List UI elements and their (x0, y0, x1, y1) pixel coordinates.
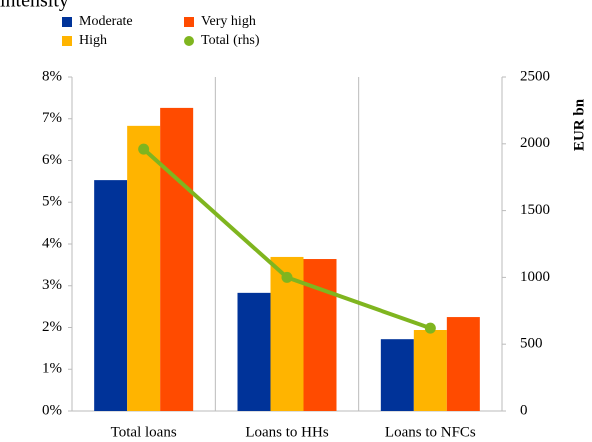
legend-label: Total (rhs) (201, 33, 260, 48)
bar (303, 259, 337, 411)
x-tick-label: Loans to HHs (245, 424, 328, 440)
line-marker (281, 271, 293, 283)
y2-tick-label: 2000 (520, 135, 550, 151)
legend-marker (184, 17, 194, 27)
bar (237, 292, 271, 411)
bar (94, 180, 128, 411)
bar (127, 125, 161, 411)
legend-marker (62, 36, 72, 46)
y-tick-label: 6% (42, 152, 62, 168)
y-tick-label: 7% (42, 110, 62, 126)
bar (446, 317, 480, 411)
y-tick-label: 8% (42, 68, 62, 84)
bar (380, 339, 414, 411)
y-tick-label: 0% (42, 402, 62, 418)
legend-label: Moderate (79, 14, 133, 29)
y-tick-label: 1% (42, 361, 62, 377)
x-tick-label: Total loans (111, 424, 177, 440)
chart-title: intensity (0, 0, 69, 12)
y2-tick-label: 1000 (520, 269, 550, 285)
legend-marker (184, 36, 194, 46)
y-tick-label: 2% (42, 319, 62, 335)
bar (413, 330, 447, 411)
y2-tick-label: 1500 (520, 202, 550, 218)
legend-label: Very high (201, 14, 256, 29)
legend-marker (62, 17, 72, 27)
y-tick-label: 4% (42, 235, 62, 251)
legend-label: High (79, 33, 107, 48)
y-tick-label: 3% (42, 277, 62, 293)
x-tick-label: Loans to NFCs (385, 424, 476, 440)
y2-axis-label: EUR bn (571, 98, 587, 151)
y2-tick-label: 500 (520, 336, 543, 352)
y-tick-label: 5% (42, 194, 62, 210)
line-marker (424, 322, 436, 334)
y2-tick-label: 0 (520, 402, 528, 418)
y2-tick-label: 2500 (520, 68, 550, 84)
bar (160, 107, 194, 412)
line-marker (138, 143, 150, 155)
